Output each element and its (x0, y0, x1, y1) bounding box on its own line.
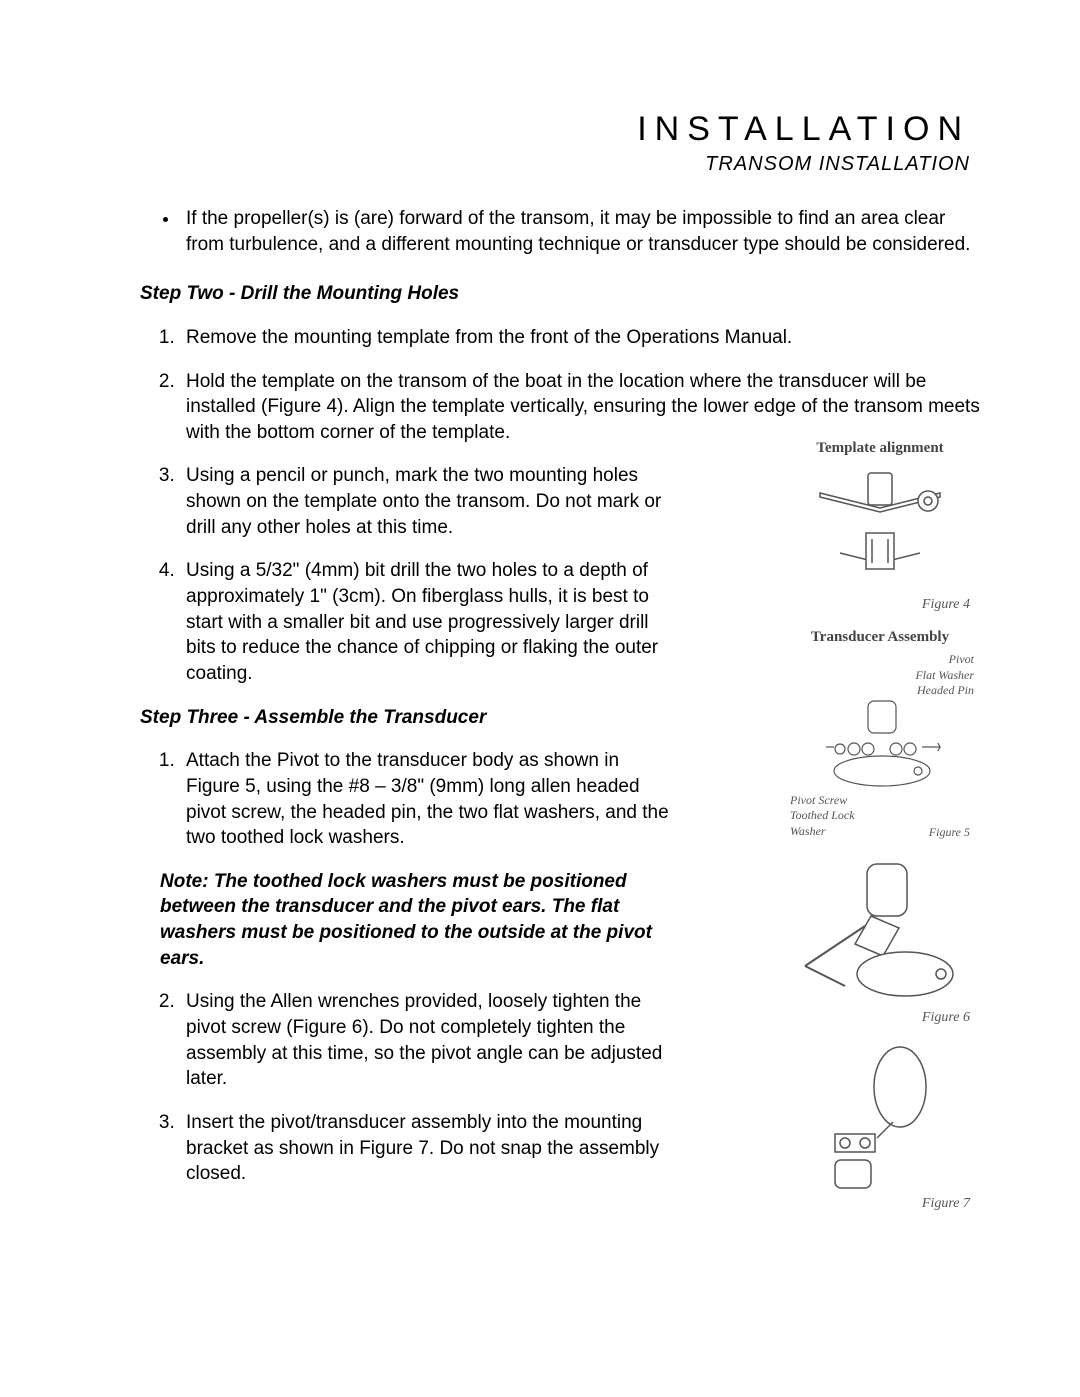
intro-bullet: If the propeller(s) is (are) forward of … (180, 206, 980, 257)
fig5-label-toothedlock: Toothed Lock (790, 808, 855, 824)
figure-7-caption: Figure 7 (780, 1196, 980, 1212)
template-alignment-icon (800, 463, 960, 593)
figure-5-block: Transducer Assembly Pivot Flat Washer He… (780, 629, 980, 840)
fig5-label-headedpin: Headed Pin (780, 683, 974, 699)
figure-5-bottom-row: Pivot Screw Toothed Lock Washer Figure 5 (790, 793, 970, 840)
page-title: INSTALLATION (140, 110, 970, 149)
figure-5-caption: Figure 5 (929, 825, 970, 840)
step-three-note: Note: The toothed lock washers must be p… (160, 869, 670, 972)
mounting-bracket-icon (805, 1042, 955, 1192)
step-two-item-1: Remove the mounting template from the fr… (180, 325, 980, 351)
page-subtitle: TRANSOM INSTALLATION (140, 153, 970, 176)
figure-4-title: Template alignment (780, 440, 980, 457)
figure-4-illustration (790, 463, 970, 593)
figure-6-illustration (790, 856, 970, 1006)
figure-7-illustration (790, 1042, 970, 1192)
pivot-tighten-icon (795, 856, 965, 1006)
fig5-label-pivotscrew: Pivot Screw (790, 793, 855, 809)
figure-column: Template alignment Figure 4 Transducer A… (780, 440, 980, 1228)
intro-bullet-list: If the propeller(s) is (are) forward of … (140, 206, 980, 257)
fig5-label-flatwasher: Flat Washer (780, 668, 974, 684)
figure-6-caption: Figure 6 (780, 1010, 980, 1026)
figure-5-labels-left: Pivot Screw Toothed Lock Washer (790, 793, 855, 840)
figure-4-caption: Figure 4 (780, 597, 980, 613)
figure-5-labels-right: Pivot Flat Washer Headed Pin (780, 652, 980, 699)
fig5-label-washer: Washer (790, 824, 855, 840)
page-header: INSTALLATION TRANSOM INSTALLATION (140, 110, 980, 176)
figure-5-title: Transducer Assembly (780, 629, 980, 646)
fig5-label-pivot: Pivot (780, 652, 974, 668)
figure-4-block: Template alignment Figure 4 (780, 440, 980, 613)
figure-6-block: Figure 6 (780, 856, 980, 1026)
transducer-assembly-icon (790, 699, 970, 789)
figure-7-block: Figure 7 (780, 1042, 980, 1212)
step-two-list: Remove the mounting template from the fr… (140, 325, 980, 446)
step-two-heading: Step Two - Drill the Mounting Holes (140, 281, 980, 307)
figure-5-illustration (790, 699, 970, 789)
step-two-item-2: Hold the template on the transom of the … (180, 369, 980, 446)
